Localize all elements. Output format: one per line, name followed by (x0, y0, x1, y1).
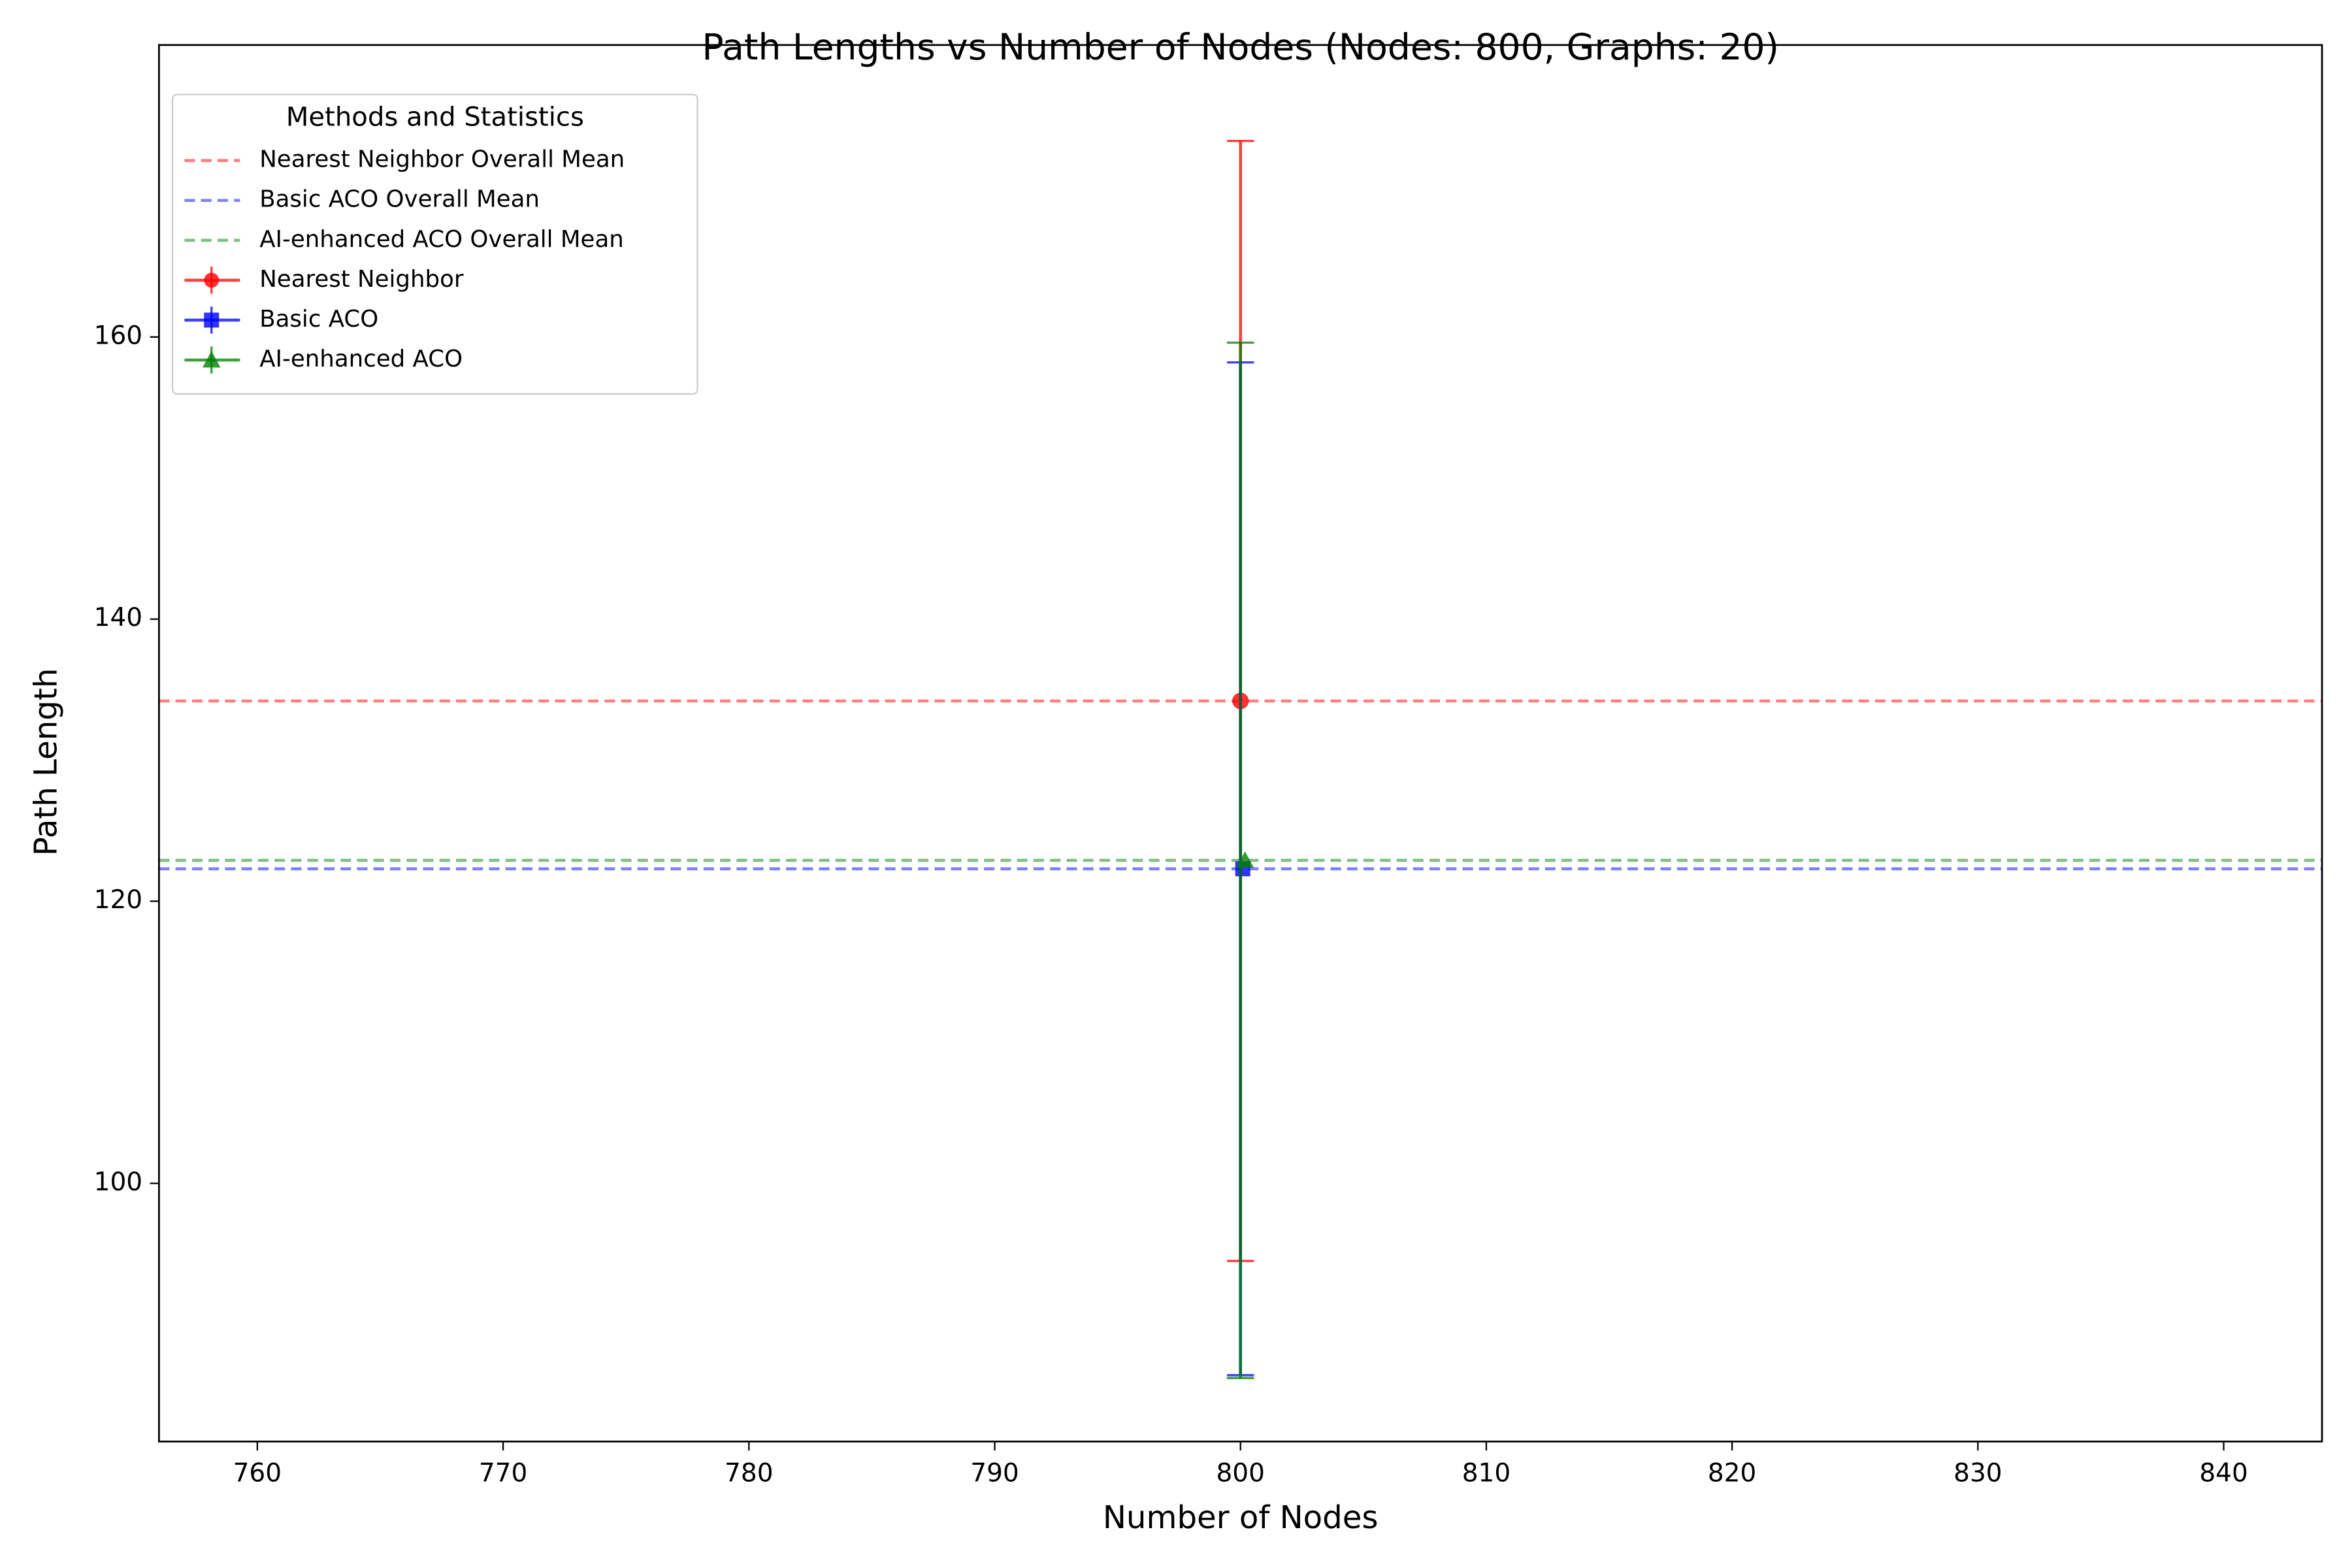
legend-label: Nearest Neighbor (259, 266, 464, 293)
y-tick-label: 120 (94, 885, 142, 915)
legend-marker (202, 351, 221, 368)
x-tick-label: 830 (1953, 1458, 2002, 1488)
legend-box (171, 93, 698, 395)
plot-frame (157, 44, 2323, 1443)
legend-label: Basic ACO Overall Mean (259, 186, 540, 213)
x-tick-label: 810 (1462, 1458, 1511, 1488)
chart-title: Path Lengths vs Number of Nodes (Nodes: … (702, 26, 1779, 68)
x-tick-label: 790 (970, 1458, 1019, 1488)
x-axis-label: Number of Nodes (1103, 1499, 1379, 1536)
y-axis-label: Path Length (27, 668, 64, 856)
legend: Methods and Statistics Nearest Neighbor O… (171, 93, 698, 395)
legend-label: AI-enhanced ACO Overall Mean (259, 226, 624, 253)
legend-marker (204, 272, 220, 288)
x-tick-label: 840 (2199, 1458, 2247, 1488)
y-tick-label: 140 (94, 603, 142, 632)
legend-title: Methods and Statistics (286, 102, 584, 132)
legend-label: Basic ACO (259, 306, 378, 333)
x-tick-label: 760 (233, 1458, 282, 1488)
x-tick-label: 770 (479, 1458, 527, 1488)
x-tick-label: 800 (1216, 1458, 1264, 1488)
legend-label: Nearest Neighbor Overall Mean (259, 146, 625, 173)
y-tick-label: 160 (94, 321, 142, 350)
x-tick-label: 780 (725, 1458, 773, 1488)
x-tick-label: 820 (1708, 1458, 1756, 1488)
legend-marker (204, 312, 220, 328)
legend-label: AI-enhanced ACO (259, 346, 463, 372)
y-tick-label: 100 (94, 1168, 142, 1197)
data-point (1235, 851, 1254, 868)
